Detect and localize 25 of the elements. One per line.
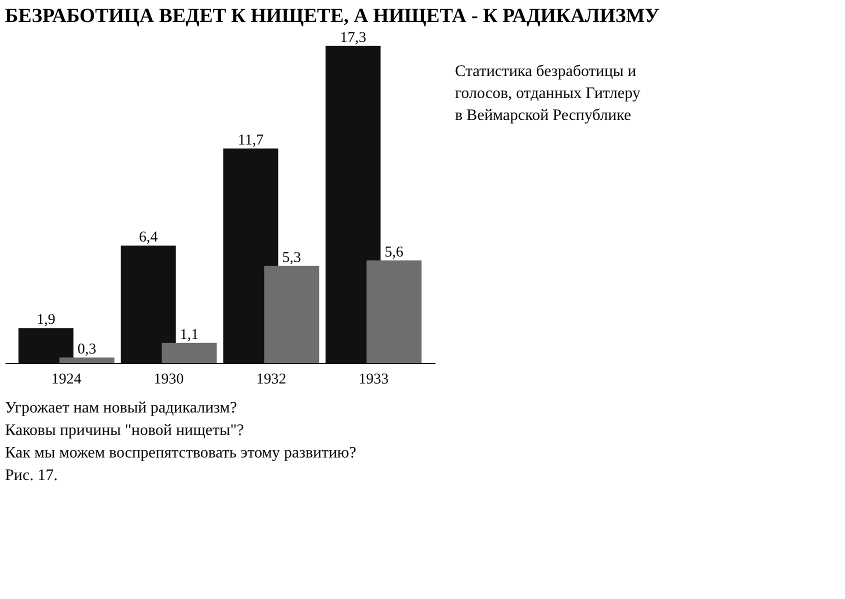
data-label: 1,1 bbox=[180, 326, 199, 343]
text: Статистика безработицы и голосов, отданных Гитлеру в Веймарской Республике bbox=[455, 63, 640, 124]
bar bbox=[264, 266, 320, 363]
data-label: 11,7 bbox=[238, 132, 264, 148]
x-tick-label: 1933 bbox=[358, 372, 389, 388]
data-label: 5,3 bbox=[282, 250, 302, 266]
data-label: 1,9 bbox=[36, 312, 56, 328]
data-label: 17,3 bbox=[340, 30, 366, 46]
chart-title: БЕЗРАБОТИЦА ВЕДЕТ К НИЩЕТЕ, А НИЩЕТА - К РАДИКАЛИЗМУ bbox=[5, 4, 660, 27]
x-tick-label: 1930 bbox=[154, 372, 184, 388]
x-tick-label: 1924 bbox=[51, 372, 82, 388]
text: Рис. 17. bbox=[5, 466, 58, 484]
data-label: 0,3 bbox=[78, 342, 96, 358]
data-label: 6,4 bbox=[138, 230, 158, 246]
x-tick-label: 1932 bbox=[256, 372, 286, 388]
bar bbox=[59, 358, 114, 363]
bar bbox=[326, 46, 381, 363]
bar bbox=[120, 246, 176, 363]
bar bbox=[162, 342, 217, 363]
bar bbox=[366, 260, 422, 363]
data-label: 5,6 bbox=[384, 244, 404, 260]
bar bbox=[18, 328, 74, 363]
text: Как мы можем воспрепятствовать этому развитию? bbox=[5, 444, 356, 462]
text: Угрожает нам новый радикализм? bbox=[5, 399, 237, 416]
text: Каковы причины "новой нищеты"? bbox=[5, 422, 244, 439]
